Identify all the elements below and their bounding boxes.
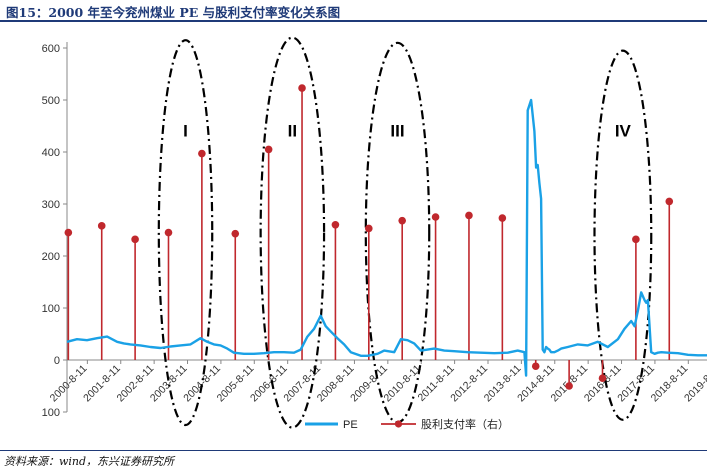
pe-line [66, 98, 707, 377]
cycle-ellipse [157, 39, 214, 427]
payout-series [64, 84, 674, 390]
y-tick-label: 400 [42, 147, 60, 159]
payout-point [131, 235, 139, 244]
payout-point [565, 382, 573, 390]
cycle-label: I [183, 121, 188, 140]
y-tick-label: 600 [42, 43, 60, 55]
legend-pe-label: PE [343, 419, 358, 431]
cycle-ellipse [259, 36, 326, 429]
y-tick-label: 300 [42, 199, 60, 211]
payout-point [632, 235, 640, 244]
cycle-label: II [288, 121, 297, 140]
source-rule [0, 450, 707, 451]
payout-point [398, 216, 406, 225]
payout-point [665, 197, 674, 206]
payout-point [498, 214, 507, 222]
payout-point [164, 228, 173, 237]
legend: PE 股利支付率（右） [305, 417, 509, 431]
y-tick-label: 500 [42, 95, 60, 107]
cycle-ellipse [364, 41, 431, 424]
payout-point [465, 211, 473, 220]
y-tick-label: 0 [54, 355, 60, 367]
payout-point [598, 374, 607, 383]
source-note: 资料来源：wind，东兴证券研究所 [4, 455, 175, 468]
y-tick-label: 100 [42, 407, 60, 419]
cycle-label: IV [615, 121, 632, 140]
cycle-label: III [390, 121, 404, 140]
y-tick-label: 200 [42, 251, 60, 263]
pe-series [66, 98, 707, 377]
payout-point [365, 224, 373, 233]
payout-point [97, 222, 106, 230]
y-tick-label: 100 [42, 303, 60, 315]
payout-point [431, 213, 440, 221]
legend-payout-label: 股利支付率（右） [421, 417, 509, 431]
payout-point [531, 362, 540, 371]
payout-point [331, 221, 340, 229]
title-rule [0, 20, 707, 22]
legend-payout-marker [394, 420, 403, 428]
payout-point [231, 229, 240, 238]
pe-payout-chart: 10001002003004005006002000-8-112001-8-11… [42, 36, 707, 431]
payout-point [298, 84, 306, 92]
payout-point [64, 228, 73, 237]
payout-point [198, 149, 206, 158]
figure-title: 图15：2000 年至今兖州煤业 PE 与股利支付率变化关系图 [6, 5, 341, 20]
payout-point [264, 145, 273, 154]
axes: 10001002003004005006002000-8-112001-8-11… [42, 42, 707, 419]
cycle-ellipse [593, 49, 653, 421]
